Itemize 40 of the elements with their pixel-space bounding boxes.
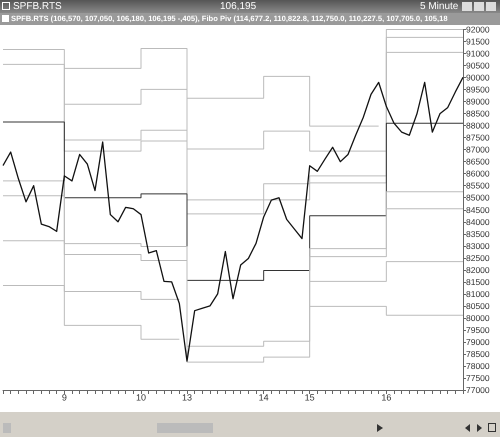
- y-tick-label: 86500: [466, 156, 490, 167]
- y-tick-label: 91500: [466, 36, 490, 47]
- x-tick-label: 9: [62, 392, 67, 402]
- y-tick-label: 82000: [466, 264, 490, 275]
- y-tick-label: 92000: [466, 24, 490, 34]
- y-tick-label: 77500: [466, 372, 490, 383]
- y-tick-label: 89500: [466, 84, 490, 95]
- y-tick-label: 78000: [466, 360, 490, 371]
- x-tick-label: 16: [381, 392, 392, 402]
- y-tick-label: 78500: [466, 348, 490, 359]
- y-tick-label: 77000: [466, 385, 490, 395]
- y-tick-label: 87000: [466, 144, 490, 155]
- text: 106,195: [220, 0, 256, 13]
- y-tick-label: 84500: [466, 204, 490, 215]
- y-tick-label: 81000: [466, 288, 490, 299]
- y-tick-label: 79000: [466, 336, 490, 347]
- y-tick-label: 90000: [466, 72, 490, 83]
- y-tick-label: 82500: [466, 252, 490, 263]
- y-tick-label: 88000: [466, 120, 490, 131]
- y-tick-label: 86000: [466, 168, 490, 179]
- x-tick-label: 14: [258, 392, 269, 402]
- y-tick-label: 79500: [466, 324, 490, 335]
- y-tick-label: 87500: [466, 132, 490, 143]
- x-tick-label: 15: [304, 392, 315, 402]
- y-tick-label: 85500: [466, 180, 490, 191]
- y-tick-label: 80000: [466, 312, 490, 323]
- text: 5 Minute: [420, 0, 458, 13]
- y-tick-label: 89000: [466, 96, 490, 107]
- y-tick-label: 84000: [466, 216, 490, 227]
- y-tick-label: 83000: [466, 240, 490, 251]
- x-tick-label: 10: [136, 392, 146, 402]
- y-tick-label: 80500: [466, 300, 490, 311]
- y-tick-label: 91000: [466, 48, 490, 59]
- y-tick-label: 81500: [466, 276, 490, 287]
- chart-title: SPFB.RTS: [13, 0, 62, 13]
- y-tick-label: 88500: [466, 108, 490, 119]
- y-tick-label: 83500: [466, 228, 490, 239]
- x-tick-label: 13: [182, 392, 192, 402]
- y-tick-label: 85000: [466, 192, 490, 203]
- y-tick-label: 90500: [466, 60, 490, 71]
